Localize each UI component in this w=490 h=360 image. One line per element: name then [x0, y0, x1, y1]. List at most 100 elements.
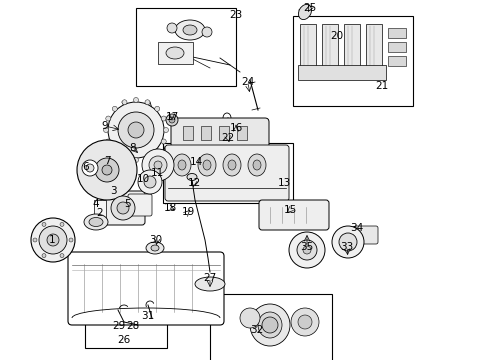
- Ellipse shape: [198, 154, 216, 176]
- Circle shape: [297, 240, 317, 260]
- Text: 12: 12: [187, 178, 200, 188]
- Text: 10: 10: [136, 174, 149, 184]
- Bar: [388, 28, 406, 38]
- Text: 22: 22: [221, 133, 235, 143]
- FancyBboxPatch shape: [171, 118, 269, 148]
- Bar: [85, 296, 167, 348]
- Text: 6: 6: [83, 162, 89, 172]
- Circle shape: [145, 155, 150, 160]
- Bar: [210, 294, 332, 360]
- Text: 32: 32: [250, 325, 264, 335]
- FancyBboxPatch shape: [128, 194, 152, 216]
- Ellipse shape: [248, 154, 266, 176]
- Text: 14: 14: [189, 157, 203, 167]
- FancyBboxPatch shape: [165, 145, 289, 201]
- Circle shape: [95, 158, 119, 182]
- Circle shape: [161, 116, 166, 121]
- Circle shape: [39, 226, 67, 254]
- Bar: [158, 42, 193, 64]
- Text: 27: 27: [203, 273, 217, 283]
- Bar: [344, 24, 360, 69]
- Bar: [163, 143, 293, 203]
- Ellipse shape: [203, 160, 211, 170]
- Text: 9: 9: [102, 121, 108, 131]
- Circle shape: [169, 117, 175, 123]
- Circle shape: [145, 100, 150, 105]
- Text: 18: 18: [163, 203, 176, 213]
- Bar: [300, 24, 316, 69]
- Bar: [201, 126, 211, 140]
- Ellipse shape: [146, 242, 164, 254]
- Text: 28: 28: [126, 321, 140, 331]
- Text: 13: 13: [277, 178, 291, 188]
- Circle shape: [166, 114, 178, 126]
- Text: 33: 33: [341, 242, 354, 252]
- Text: 35: 35: [300, 242, 314, 252]
- Ellipse shape: [84, 214, 108, 230]
- Circle shape: [69, 238, 73, 242]
- Ellipse shape: [253, 160, 261, 170]
- FancyBboxPatch shape: [259, 200, 329, 230]
- Circle shape: [128, 122, 144, 138]
- Circle shape: [262, 317, 278, 333]
- Circle shape: [122, 155, 127, 160]
- Circle shape: [167, 23, 177, 33]
- Text: 16: 16: [229, 123, 243, 133]
- Bar: [388, 56, 406, 66]
- Ellipse shape: [166, 47, 184, 59]
- Ellipse shape: [151, 245, 159, 251]
- Circle shape: [33, 238, 37, 242]
- Text: 23: 23: [229, 10, 243, 20]
- Circle shape: [155, 106, 160, 111]
- Circle shape: [106, 139, 111, 144]
- Circle shape: [154, 161, 162, 169]
- Bar: [298, 65, 386, 80]
- Text: 34: 34: [350, 223, 364, 233]
- Circle shape: [133, 98, 139, 103]
- Ellipse shape: [250, 304, 290, 346]
- Circle shape: [122, 100, 127, 105]
- Ellipse shape: [195, 277, 225, 291]
- Bar: [183, 126, 193, 140]
- Circle shape: [111, 196, 135, 220]
- Text: 30: 30: [149, 235, 163, 245]
- Bar: [322, 24, 338, 69]
- Circle shape: [86, 164, 94, 172]
- Ellipse shape: [175, 20, 205, 40]
- Circle shape: [117, 202, 129, 214]
- Circle shape: [164, 127, 169, 132]
- Text: 29: 29: [112, 321, 125, 331]
- Text: 24: 24: [242, 77, 255, 87]
- Bar: [293, 16, 413, 106]
- Circle shape: [142, 149, 174, 181]
- Bar: [366, 24, 382, 69]
- Circle shape: [112, 149, 117, 154]
- Text: 31: 31: [142, 311, 155, 321]
- Ellipse shape: [223, 154, 241, 176]
- Circle shape: [106, 116, 111, 121]
- Circle shape: [161, 139, 166, 144]
- Circle shape: [47, 234, 59, 246]
- Ellipse shape: [173, 154, 191, 176]
- Circle shape: [303, 246, 311, 254]
- Circle shape: [42, 253, 46, 258]
- Circle shape: [112, 106, 117, 111]
- Text: 26: 26: [118, 335, 131, 345]
- Bar: [136, 8, 236, 86]
- Bar: [107, 155, 123, 167]
- FancyBboxPatch shape: [68, 252, 224, 325]
- Circle shape: [108, 102, 164, 158]
- Text: 2: 2: [97, 208, 103, 218]
- FancyBboxPatch shape: [354, 226, 378, 244]
- FancyBboxPatch shape: [101, 191, 145, 225]
- Circle shape: [60, 253, 64, 258]
- Circle shape: [103, 127, 108, 132]
- Bar: [237, 126, 247, 140]
- Circle shape: [298, 315, 312, 329]
- Circle shape: [291, 308, 319, 336]
- Bar: [94, 200, 106, 220]
- Text: 7: 7: [104, 156, 110, 166]
- Circle shape: [289, 232, 325, 268]
- Text: 20: 20: [330, 31, 343, 41]
- Ellipse shape: [183, 25, 197, 35]
